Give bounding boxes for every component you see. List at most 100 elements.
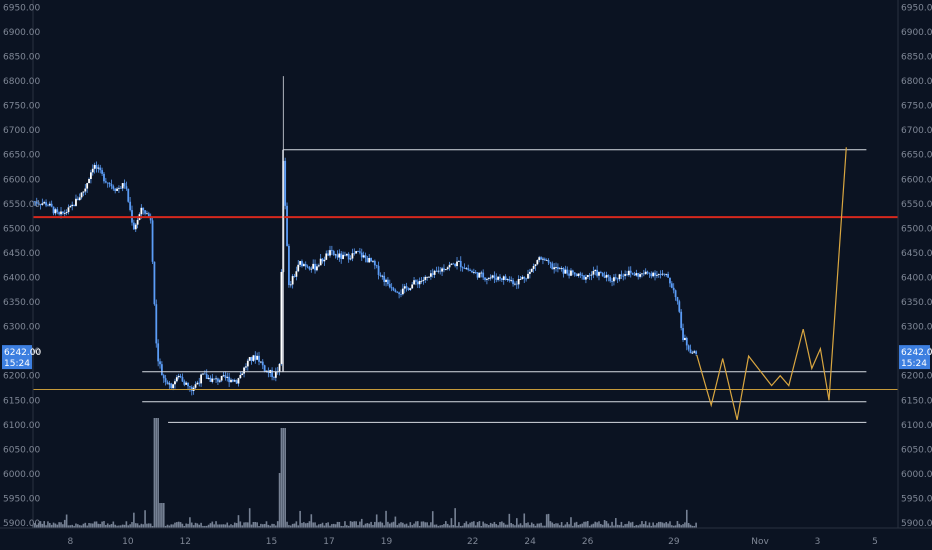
candle-body bbox=[372, 260, 374, 262]
candle-body bbox=[532, 266, 535, 269]
volume-bar bbox=[560, 522, 563, 528]
candle-body bbox=[665, 273, 668, 275]
candle-body bbox=[358, 251, 361, 253]
candle-body bbox=[220, 375, 223, 381]
candle-body bbox=[368, 258, 371, 263]
volume-bar bbox=[50, 524, 53, 528]
volume-bar bbox=[413, 523, 415, 528]
candle-body bbox=[217, 378, 219, 382]
candle-body bbox=[349, 258, 352, 260]
volume-bar bbox=[473, 521, 475, 528]
volume-bar bbox=[657, 521, 660, 528]
volume-bar bbox=[226, 522, 229, 528]
volume-bar bbox=[540, 522, 542, 528]
candle-body bbox=[60, 211, 62, 215]
volume-bar bbox=[357, 525, 359, 528]
y-tick-left: 6850.00 bbox=[3, 52, 40, 62]
volume-bar bbox=[573, 522, 576, 528]
volume-bar bbox=[196, 523, 199, 528]
candle-body bbox=[147, 213, 150, 217]
candle-body bbox=[504, 276, 507, 280]
candle-body bbox=[323, 259, 326, 262]
volume-bar bbox=[407, 525, 410, 528]
volume-bar bbox=[669, 521, 671, 528]
candle-body bbox=[207, 377, 210, 379]
volume-bar bbox=[93, 521, 96, 528]
candle-body bbox=[73, 204, 75, 206]
volume-bar bbox=[114, 524, 116, 528]
candle-body bbox=[627, 270, 630, 276]
volume-bar bbox=[443, 524, 445, 528]
volume-bar bbox=[301, 522, 303, 528]
candle-body bbox=[39, 204, 42, 205]
candle-body bbox=[439, 270, 442, 272]
y-tick-right: 6500.00 bbox=[901, 224, 932, 234]
candle-body bbox=[452, 263, 455, 265]
candle-body bbox=[519, 278, 522, 280]
volume-bar bbox=[613, 525, 615, 528]
y-tick-right: 6000.00 bbox=[901, 470, 932, 480]
candle-body bbox=[515, 283, 518, 285]
candle-body bbox=[659, 274, 662, 275]
x-tick-label: 10 bbox=[122, 537, 134, 547]
volume-bar bbox=[239, 521, 242, 528]
candle-body bbox=[364, 255, 367, 258]
volume-bar bbox=[405, 523, 408, 528]
candle-body bbox=[250, 357, 253, 361]
volume-bar bbox=[510, 523, 512, 528]
volume-bar bbox=[590, 524, 593, 528]
candle-body bbox=[564, 269, 567, 274]
y-tick-left: 6650.00 bbox=[3, 151, 40, 161]
y-tick-left: 6450.00 bbox=[3, 249, 40, 259]
candle-body bbox=[261, 361, 264, 366]
volume-bar bbox=[379, 521, 382, 528]
candle-body bbox=[286, 205, 288, 246]
volume-bar bbox=[385, 510, 387, 528]
candle-body bbox=[413, 280, 415, 285]
volume-bar bbox=[243, 522, 245, 528]
volume-bar bbox=[187, 523, 189, 528]
volume-bar bbox=[47, 521, 49, 528]
candle-body bbox=[99, 167, 102, 171]
volume-bar bbox=[400, 522, 402, 528]
volume-bar bbox=[58, 522, 60, 528]
volume-bar bbox=[581, 523, 583, 528]
volume-bar bbox=[564, 524, 567, 528]
volume-bar bbox=[86, 525, 88, 528]
volume-bar bbox=[192, 525, 195, 528]
candle-body bbox=[431, 273, 434, 275]
volume-bar bbox=[99, 524, 102, 528]
y-tick-left: 6700.00 bbox=[3, 126, 40, 136]
volume-bar bbox=[502, 522, 505, 528]
volume-bar bbox=[60, 522, 62, 528]
volume-bar bbox=[41, 523, 44, 528]
volume-bar bbox=[213, 524, 215, 528]
volume-bar bbox=[538, 523, 541, 528]
volume-bar bbox=[265, 521, 268, 528]
candle-body bbox=[571, 270, 574, 273]
y-tick-left: 6200.00 bbox=[3, 372, 40, 382]
volume-bar bbox=[228, 525, 230, 528]
candle-body bbox=[570, 270, 572, 276]
volume-bar bbox=[420, 521, 423, 528]
y-tick-left: 6900.00 bbox=[3, 28, 40, 38]
volume-bar bbox=[672, 525, 675, 528]
y-tick-right: 6700.00 bbox=[901, 126, 932, 136]
candle-body bbox=[644, 271, 647, 275]
volume-bar bbox=[646, 525, 649, 528]
candle-body bbox=[329, 250, 331, 256]
candle-body bbox=[493, 275, 496, 279]
volume-bar bbox=[592, 523, 595, 528]
candle-body bbox=[547, 260, 550, 263]
volume-bar bbox=[635, 524, 638, 528]
candle-body bbox=[678, 301, 681, 312]
volume-bar bbox=[334, 524, 337, 528]
volume-bar bbox=[119, 525, 122, 528]
volume-bar bbox=[570, 517, 572, 528]
y-tick-left: 6050.00 bbox=[3, 445, 40, 455]
volume-bar bbox=[415, 521, 417, 528]
candle-body bbox=[672, 287, 675, 291]
candle-body bbox=[650, 273, 653, 277]
candle-body bbox=[553, 267, 556, 270]
candle-body bbox=[443, 268, 445, 271]
